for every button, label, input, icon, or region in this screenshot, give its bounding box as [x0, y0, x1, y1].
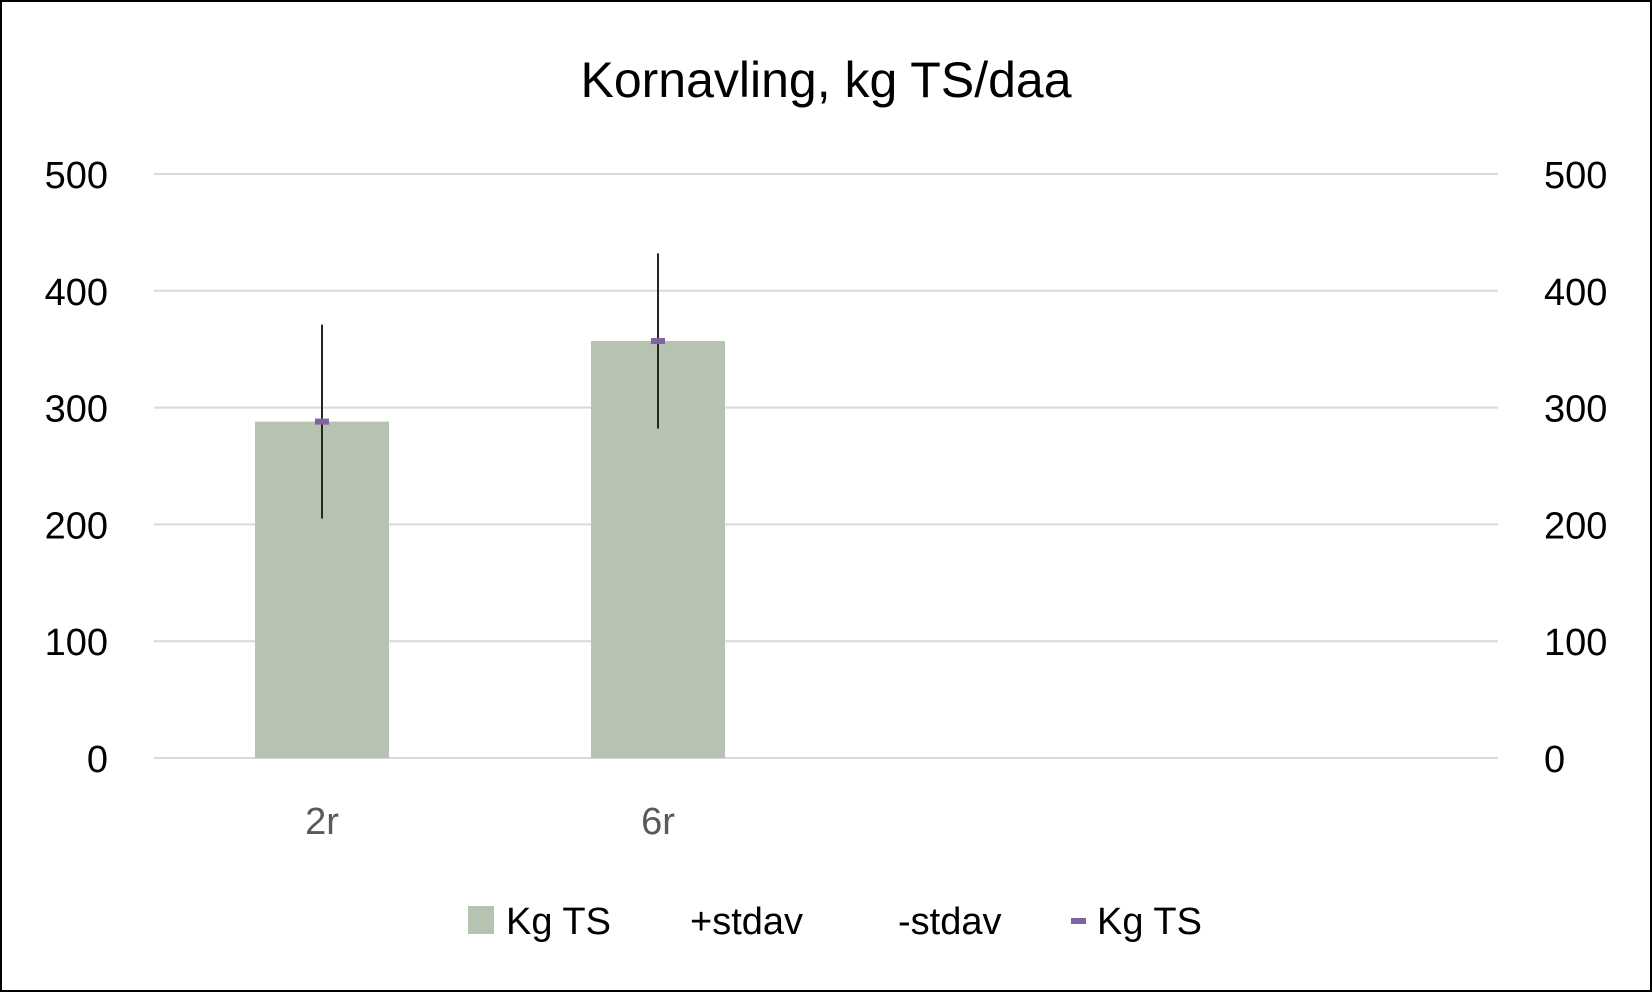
y-axis-right: 0 100 200 300 400 500	[1544, 155, 1607, 781]
y-tick-label-left: 300	[45, 389, 108, 431]
x-category-label: 6r	[641, 801, 675, 843]
y-tick-label-left: 100	[45, 622, 108, 664]
x-category-label: 2r	[305, 801, 339, 843]
y-tick-label-right: 300	[1544, 389, 1607, 431]
legend: Kg TS +stdav -stdav Kg TS	[468, 901, 1202, 943]
y-tick-label-right: 100	[1544, 622, 1607, 664]
y-tick-label-left: 200	[45, 505, 108, 547]
legend-label: Kg TS	[1097, 901, 1202, 943]
x-axis-categories: 2r 6r	[305, 801, 675, 843]
y-tick-label-left: 500	[45, 155, 108, 197]
legend-label: Kg TS	[506, 901, 611, 943]
y-axis-left: 0 100 200 300 400 500	[45, 155, 108, 781]
chart-title: Kornavling, kg TS/daa	[580, 52, 1071, 108]
marker-6r	[651, 338, 665, 345]
legend-swatch-marker	[1071, 918, 1086, 924]
legend-swatch-bar	[468, 906, 494, 934]
y-tick-label-left: 0	[87, 739, 108, 781]
y-tick-label-right: 0	[1544, 739, 1565, 781]
legend-label: -stdav	[898, 901, 1001, 943]
markers	[315, 338, 665, 425]
y-tick-label-right: 500	[1544, 155, 1607, 197]
y-tick-label-right: 200	[1544, 505, 1607, 547]
marker-2r	[315, 418, 329, 425]
y-tick-label-left: 400	[45, 272, 108, 314]
legend-label: +stdav	[690, 901, 803, 943]
y-tick-label-right: 400	[1544, 272, 1607, 314]
bars	[255, 341, 725, 758]
